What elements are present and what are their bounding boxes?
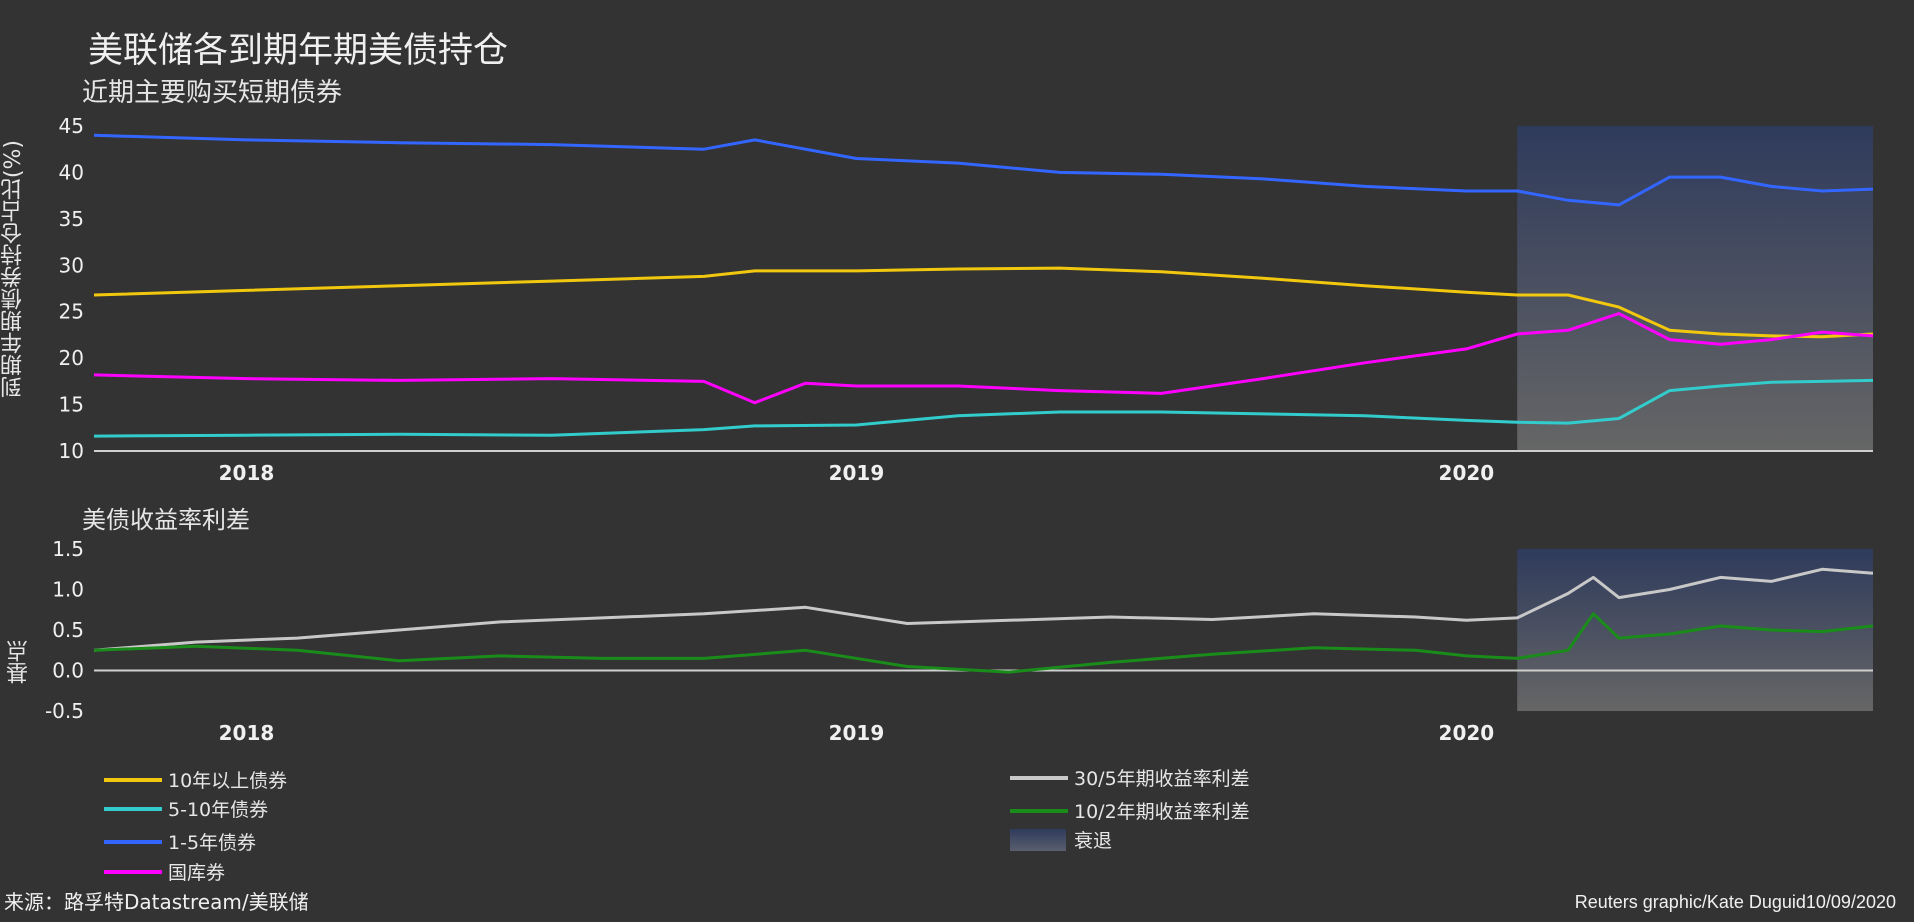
legend-swatch bbox=[1010, 775, 1068, 780]
y-tick-label: 25 bbox=[59, 300, 84, 324]
legend-swatch bbox=[104, 777, 162, 782]
legend-label: 5-10年债券 bbox=[168, 799, 269, 821]
y-tick-label: -0.5 bbox=[45, 699, 84, 723]
y-tick-label: 40 bbox=[59, 160, 84, 184]
recession-shade bbox=[1517, 126, 1873, 451]
legend-label: 国库券 bbox=[168, 862, 226, 884]
x-tick-label: 2018 bbox=[219, 461, 275, 485]
legend-label: 30/5年期收益率利差 bbox=[1074, 768, 1250, 790]
series-line-10/2年期收益率利差 bbox=[93, 612, 1874, 674]
series-line-国库券 bbox=[93, 312, 1874, 405]
legend-item-recession: 衰退 bbox=[1010, 826, 1112, 853]
x-tick-label: 2020 bbox=[1439, 461, 1495, 485]
top-chart-subtitle: 近期主要购买短期债券 bbox=[82, 78, 343, 108]
legend-swatch bbox=[1010, 808, 1068, 813]
bottom-chart-subtitle: 美债收益率利差 bbox=[82, 506, 250, 534]
x-tick-label: 2020 bbox=[1439, 721, 1495, 745]
legend-label: 10/2年期收益率利差 bbox=[1074, 801, 1250, 823]
legend-item-5-10y: 5-10年债券 bbox=[104, 795, 268, 822]
y-tick-label: 0.5 bbox=[52, 618, 84, 642]
legend-label: 10年以上债券 bbox=[168, 770, 288, 792]
chart-title: 美联储各到期年期美债持仓 bbox=[88, 31, 509, 71]
y-tick-label: 20 bbox=[59, 346, 84, 370]
source-note: 来源：路孚特Datastream/美联储 bbox=[4, 890, 309, 914]
y-tick-label: 15 bbox=[59, 393, 84, 417]
legend-swatch bbox=[104, 869, 162, 874]
legend-item-30-5-spread: 30/5年期收益率利差 bbox=[1010, 764, 1250, 791]
legend-item-1-5y: 1-5年债券 bbox=[104, 828, 256, 855]
legend-swatch bbox=[1010, 828, 1066, 851]
y-tick-label: 35 bbox=[59, 207, 84, 231]
legend-swatch bbox=[104, 839, 162, 844]
x-tick-label: 2018 bbox=[219, 721, 275, 745]
legend-label: 1-5年债券 bbox=[168, 832, 257, 854]
credit-note: Reuters graphic/Kate Duguid10/09/2020 bbox=[1574, 892, 1896, 912]
legend-item-10-2-spread: 10/2年期收益率利差 bbox=[1010, 797, 1250, 824]
y-tick-label: 1.0 bbox=[52, 578, 84, 602]
x-tick-label: 2019 bbox=[829, 721, 885, 745]
legend-label: 衰退 bbox=[1074, 830, 1113, 852]
y-tick-label: 45 bbox=[59, 114, 84, 138]
legend-item-10y-plus: 10年以上债券 bbox=[104, 766, 287, 793]
y-tick-label: 30 bbox=[59, 253, 84, 277]
y-tick-label: 1.5 bbox=[52, 537, 84, 561]
legend-swatch bbox=[104, 806, 162, 811]
y-tick-label: 0.0 bbox=[52, 659, 84, 683]
legend-item-bills: 国库券 bbox=[104, 858, 225, 885]
y-tick-label: 10 bbox=[59, 439, 84, 463]
series-line-30/5年期收益率利差 bbox=[93, 567, 1874, 652]
x-tick-label: 2019 bbox=[829, 461, 885, 485]
